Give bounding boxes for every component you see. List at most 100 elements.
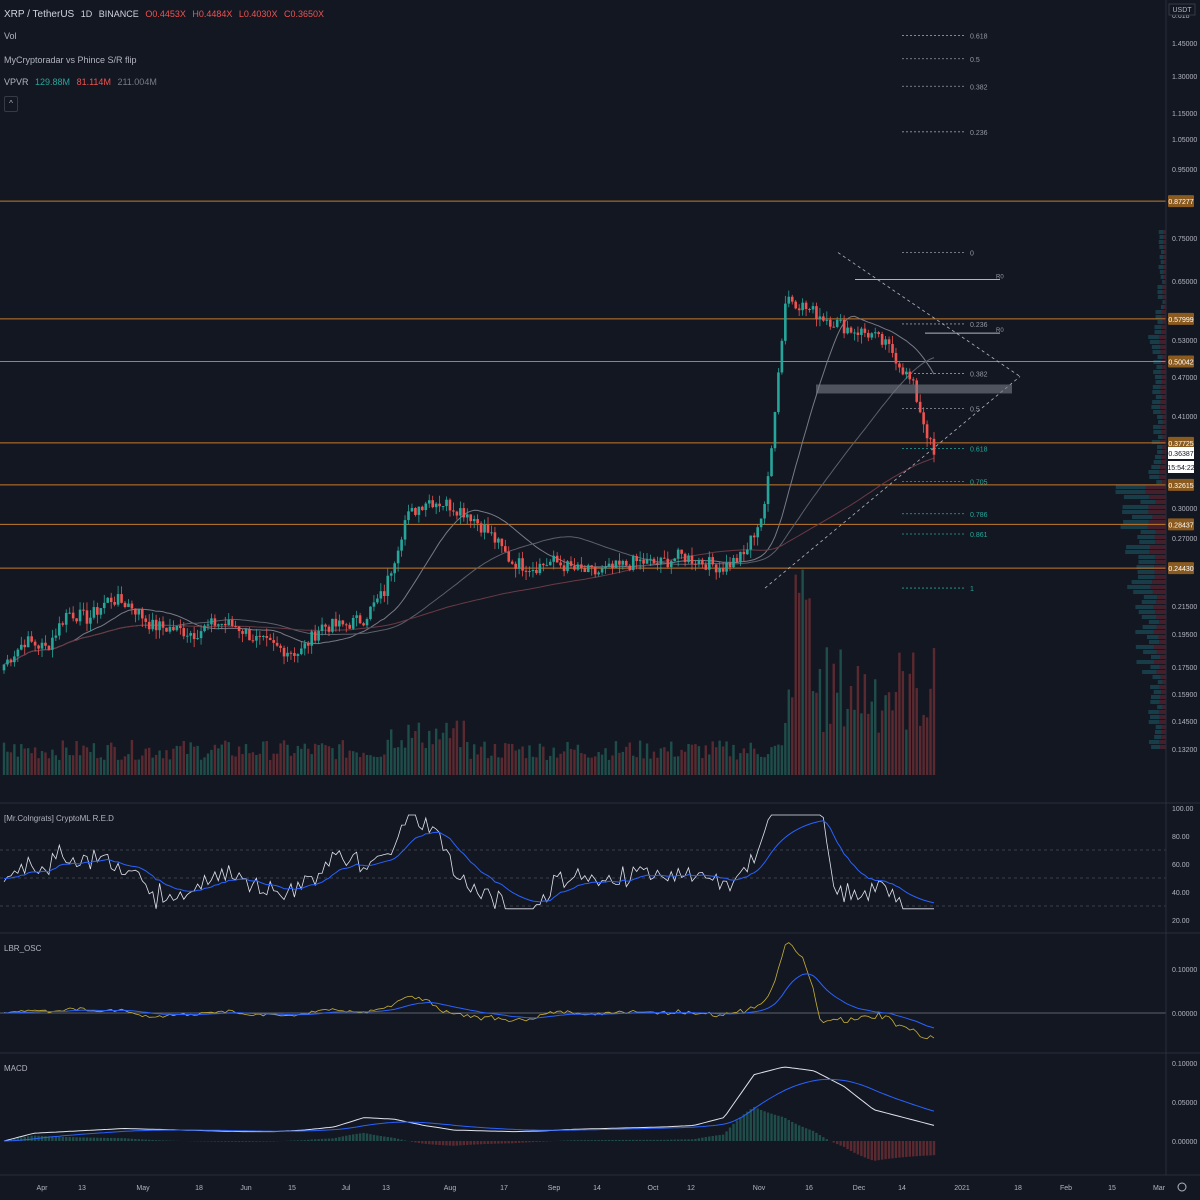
volume-bar bbox=[296, 745, 300, 775]
price-candles[interactable] bbox=[2, 290, 936, 674]
candle-body bbox=[96, 607, 99, 615]
indicator-panes: 100.00 80.00 60.00 40.00 20.00 0.10000 0.00000… bbox=[0, 802, 1200, 1161]
candle-body bbox=[199, 631, 203, 639]
macd-histogram-bar bbox=[327, 1138, 331, 1141]
candle-body bbox=[898, 363, 901, 368]
vpvr-bar-down bbox=[1155, 540, 1166, 544]
candle-body bbox=[545, 565, 549, 567]
macd-histogram-bar bbox=[151, 1139, 154, 1141]
candle-body bbox=[867, 332, 870, 338]
candle-body bbox=[248, 628, 251, 641]
candle-body bbox=[884, 339, 887, 345]
macd-histogram-bar bbox=[711, 1135, 714, 1141]
candle-body bbox=[621, 560, 625, 565]
time-tick-label: Mar bbox=[1153, 1185, 1166, 1192]
candle-body bbox=[497, 538, 500, 543]
vpvr-label: VPVR bbox=[4, 77, 29, 87]
price-tick-label: 1.05000 bbox=[1172, 137, 1197, 144]
fibonacci-retracement[interactable]: 0.618 0.5 0.382 0.236 0 0.236 0.382 0.5 0.618 0.7… bbox=[902, 34, 988, 594]
candle-body bbox=[400, 539, 403, 551]
indicator-sr-flip[interactable]: MyCryptoradar vs Phince S/R flip bbox=[4, 55, 137, 65]
macd-histogram-bar bbox=[659, 1139, 663, 1141]
candle-body bbox=[282, 647, 286, 657]
candle-body bbox=[237, 626, 241, 632]
volume-bar bbox=[680, 749, 683, 775]
vpvr-bar-up bbox=[1122, 505, 1149, 509]
vpvr-bar-up bbox=[1157, 355, 1163, 359]
vpvr-bar-down bbox=[1158, 335, 1166, 339]
macd-histogram-bar bbox=[462, 1141, 466, 1146]
macd-histogram-bar bbox=[51, 1136, 54, 1141]
macd-histogram-bar bbox=[154, 1140, 158, 1141]
candle-body bbox=[656, 563, 659, 565]
sr-level-value: 0.37725 bbox=[1168, 441, 1193, 448]
volume-bar bbox=[217, 748, 220, 775]
candle-body bbox=[842, 319, 846, 334]
vpvr-bar-up bbox=[1154, 325, 1162, 329]
vpvr-bar-up bbox=[1141, 600, 1157, 604]
vpvr-bar-up bbox=[1148, 740, 1160, 744]
volume-bar bbox=[739, 753, 742, 775]
volume-bar bbox=[148, 747, 151, 775]
time-tick-label: Nov bbox=[753, 1185, 766, 1192]
price-axis[interactable]: 0.618 1.45000 1.30000 1.15000 1.05000 0.95000… bbox=[1165, 0, 1197, 1175]
macd-histogram-bar bbox=[210, 1141, 213, 1142]
candle-body bbox=[365, 619, 369, 626]
macd-histogram-bar bbox=[566, 1140, 569, 1141]
drawings[interactable]: R0 R0 bbox=[764, 252, 1021, 589]
macd-histogram-bar bbox=[801, 1126, 804, 1141]
indicator-vol[interactable]: Vol bbox=[4, 31, 17, 41]
volume-bar bbox=[369, 755, 372, 775]
candle-body bbox=[296, 654, 300, 656]
candle-body bbox=[196, 638, 199, 640]
vpvr-bar-up bbox=[1151, 440, 1161, 444]
candle-body bbox=[261, 635, 265, 637]
candle-body bbox=[441, 506, 445, 508]
volume-bar bbox=[161, 758, 165, 775]
interval-label[interactable]: 1D bbox=[80, 9, 93, 19]
macd-histogram-bar bbox=[822, 1137, 825, 1141]
fib-level-label: 0.5 bbox=[970, 57, 980, 64]
candle-body bbox=[109, 597, 113, 602]
indicator-vpvr[interactable]: VPVR 129.88M 81.114M 211.004M bbox=[4, 76, 161, 88]
macd-histogram-bar bbox=[383, 1136, 386, 1141]
vpvr-bar-up bbox=[1142, 625, 1157, 629]
vpvr-bar-down bbox=[1162, 320, 1166, 324]
lbr-pane-label[interactable]: LBR_OSC bbox=[4, 944, 42, 953]
candle-body bbox=[175, 625, 179, 631]
vpvr-bar-up bbox=[1152, 350, 1161, 354]
vpvr-bar-down bbox=[1159, 340, 1166, 344]
candle-body bbox=[310, 631, 313, 646]
candle-body bbox=[901, 367, 905, 375]
candle-body bbox=[58, 623, 61, 636]
macd-histogram-bar bbox=[123, 1138, 127, 1141]
vpvr-bar-up bbox=[1141, 615, 1157, 619]
volume-bar bbox=[2, 742, 6, 775]
volume-bar bbox=[922, 714, 925, 775]
vpvr-bar-up bbox=[1148, 335, 1159, 339]
chevron-up-icon[interactable]: ^ bbox=[4, 96, 18, 112]
vpvr-bar-up bbox=[1139, 540, 1156, 544]
macd-histogram-bar bbox=[476, 1141, 479, 1145]
vpvr-bar-down bbox=[1150, 545, 1166, 549]
candle-body bbox=[500, 538, 504, 547]
volume-bar bbox=[376, 757, 379, 775]
candle-body bbox=[64, 612, 68, 625]
vpvr-bar-down bbox=[1163, 305, 1166, 309]
rsi-pane-label[interactable]: [Mr.Colngrats] CryptoML R.E.D bbox=[4, 814, 114, 823]
macd-histogram-bar bbox=[116, 1138, 120, 1141]
candle-body bbox=[728, 562, 732, 568]
time-tick-label: Jun bbox=[240, 1185, 251, 1192]
macd-pane-label[interactable]: MACD bbox=[4, 1064, 28, 1073]
vpvr-bar-down bbox=[1159, 700, 1166, 704]
volume-bar bbox=[870, 701, 873, 775]
macd-histogram-bar bbox=[452, 1141, 455, 1146]
candle-body bbox=[421, 506, 424, 511]
time-axis[interactable]: Apr 13 May 18 Jun 15 Jul 13 Aug 17 Sep 14 Oct 12 Nov 16… bbox=[0, 1174, 1200, 1192]
macd-histogram-bar bbox=[414, 1141, 417, 1143]
vpvr-bar-down bbox=[1159, 620, 1166, 624]
symbol-title[interactable]: XRP / TetherUS bbox=[4, 9, 75, 20]
candle-body bbox=[306, 643, 310, 646]
volume-bar bbox=[497, 757, 500, 775]
